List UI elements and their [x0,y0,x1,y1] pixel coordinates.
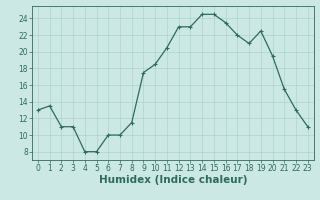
X-axis label: Humidex (Indice chaleur): Humidex (Indice chaleur) [99,175,247,185]
